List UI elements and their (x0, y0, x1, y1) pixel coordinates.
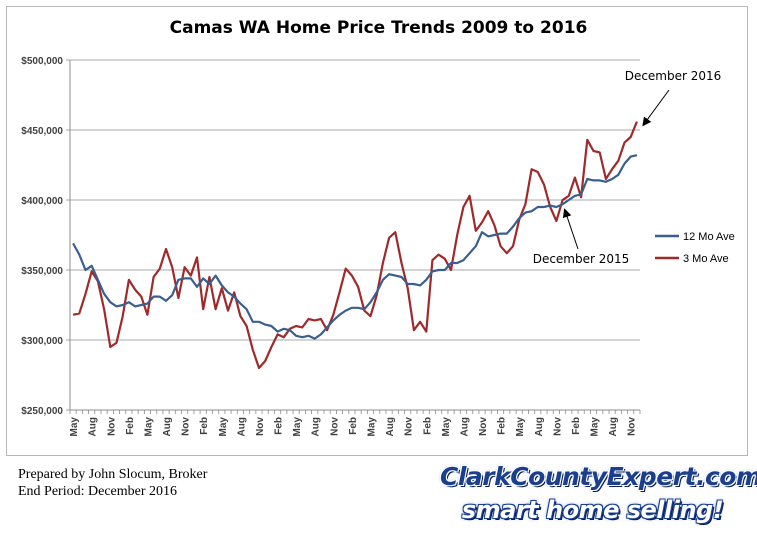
x-tick-label: Aug (608, 417, 619, 436)
x-tick-label: Nov (106, 417, 117, 436)
chart-frame (6, 6, 748, 456)
legend: 12 Mo Ave 3 Mo Ave (655, 231, 735, 265)
y-tick-label: $300,000 (21, 336, 63, 347)
x-tick-label: Nov (181, 417, 192, 436)
x-tick-label: Nov (627, 417, 638, 436)
y-tick-label: $250,000 (21, 406, 63, 417)
x-tick-label: Aug (88, 417, 99, 436)
axes (69, 60, 641, 414)
legend-label: 3 Mo Ave (683, 253, 729, 265)
y-tick-label: $450,000 (21, 126, 63, 137)
line-chart: $250,000 $300,000 $350,000 $400,000 $450,000… (21, 56, 735, 437)
x-tick-label: Nov (552, 417, 563, 436)
x-axis-tick-labels: May Aug Nov Feb May Aug Nov Feb May Aug Nov Feb May A… (69, 417, 638, 437)
x-tick-label: Nov (329, 417, 340, 436)
y-tick-label: $350,000 (21, 266, 63, 277)
annotation-december-2016: December 2016 (625, 69, 722, 83)
y-tick-label: $500,000 (21, 56, 63, 67)
y-axis-tick-labels: $250,000 $300,000 $350,000 $400,000 $450,000… (21, 56, 63, 417)
y-tick-label: $400,000 (21, 196, 63, 207)
annotation-december-2015: December 2015 (533, 252, 630, 266)
x-tick-label: Feb (497, 417, 508, 435)
x-tick-label: May (515, 417, 526, 437)
series-line-12-mo-ave (72, 154, 638, 340)
x-tick-label: May (366, 417, 377, 437)
series-lines (72, 121, 638, 370)
footer-notes: Prepared by John Slocum, Broker End Peri… (18, 466, 207, 500)
x-tick-label: Feb (571, 417, 582, 435)
x-tick-label: Aug (385, 417, 396, 436)
x-tick-label: Aug (459, 417, 470, 436)
x-tick-label: Aug (236, 417, 247, 436)
x-tick-label: Feb (348, 417, 359, 435)
x-tick-label: May (590, 417, 601, 437)
legend-label: 12 Mo Ave (683, 231, 735, 243)
x-tick-label: May (292, 417, 303, 437)
prepared-by-text: Prepared by John Slocum, Broker (18, 467, 208, 482)
x-tick-label: May (441, 417, 452, 437)
x-tick-label: Aug (162, 417, 173, 436)
x-tick-label: Feb (125, 417, 136, 435)
x-tick-label: Feb (199, 417, 210, 435)
x-tick-label: Aug (311, 417, 322, 436)
x-tick-label: May (143, 417, 154, 437)
x-tick-label: Nov (404, 417, 415, 436)
series-line-3-mo-ave (72, 121, 638, 370)
end-period-text: End Period: December 2016 (18, 484, 178, 499)
annotations: December 2016 December 2015 (533, 69, 722, 266)
x-tick-label: Feb (274, 417, 285, 435)
x-tick-label: Feb (422, 417, 433, 435)
logo-tagline: smart home selling! (461, 496, 724, 524)
x-tick-label: May (69, 417, 80, 437)
annotation-arrow (562, 208, 579, 250)
x-tick-label: Aug (534, 417, 545, 436)
annotation-arrow (642, 89, 670, 127)
x-tick-label: Nov (478, 417, 489, 436)
chart-title: Camas WA Home Price Trends 2009 to 2016 (169, 18, 588, 38)
x-tick-label: Nov (255, 417, 266, 436)
grid-lines (66, 59, 640, 411)
x-tick-label: May (218, 417, 229, 437)
logo-site-name: ClarkCountyExpert.com (440, 462, 757, 491)
logo: ClarkCountyExpert.com smart home selling… (440, 462, 757, 538)
